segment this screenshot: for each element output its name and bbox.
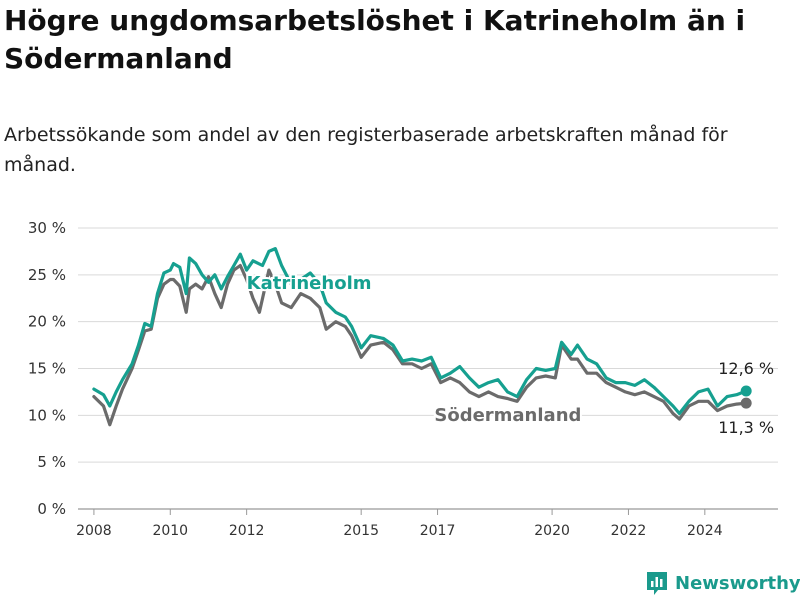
end-point-sodermanland [740,397,752,409]
chart-title: Högre ungdomsarbetslöshet i Katrineholm … [4,4,746,75]
y-tick-label: 25 % [28,266,66,284]
x-axis: 2008 2010 2012 2015 2017 2020 2022 2024 [76,509,723,539]
x-tick-label: 2020 [534,523,570,539]
newsworthy-logo: Newsworthy [645,568,800,598]
series-label-sodermanland: Södermanland [434,405,581,426]
end-point-katrineholm [740,385,752,397]
brand-name: Newsworthy [675,572,800,594]
series-line-sodermanland [92,263,748,427]
y-tick-label: 5 % [37,453,66,471]
y-tick-label: 30 % [28,219,66,237]
series-labels: Katrineholm Södermanland 12,6 % 11,3 % [245,271,775,437]
x-tick-label: 2022 [611,523,647,539]
series-line-katrineholm [92,247,748,416]
end-label-katrineholm: 12,6 % [718,359,774,378]
newsworthy-bar-chart-icon [647,572,667,595]
y-tick-label: 20 % [28,313,66,331]
x-tick-label: 2010 [152,523,188,539]
x-tick-label: 2017 [420,523,456,539]
y-tick-label: 15 % [28,360,66,378]
x-tick-label: 2008 [76,523,112,539]
series-lines [92,247,752,427]
chart-subtitle: Arbetssökande som andel av den registerb… [4,124,728,176]
y-tick-label: 10 % [28,406,66,424]
x-tick-label: 2024 [687,523,723,539]
x-tick-label: 2012 [229,523,265,539]
y-axis: 0 % 5 % 10 % 15 % 20 % 25 % 30 % [28,219,66,518]
grid-lines [78,227,778,510]
x-tick-label: 2015 [343,523,379,539]
series-label-katrineholm: Katrineholm [247,273,372,294]
end-label-sodermanland: 11,3 % [718,418,774,437]
y-tick-label: 0 % [37,500,66,518]
